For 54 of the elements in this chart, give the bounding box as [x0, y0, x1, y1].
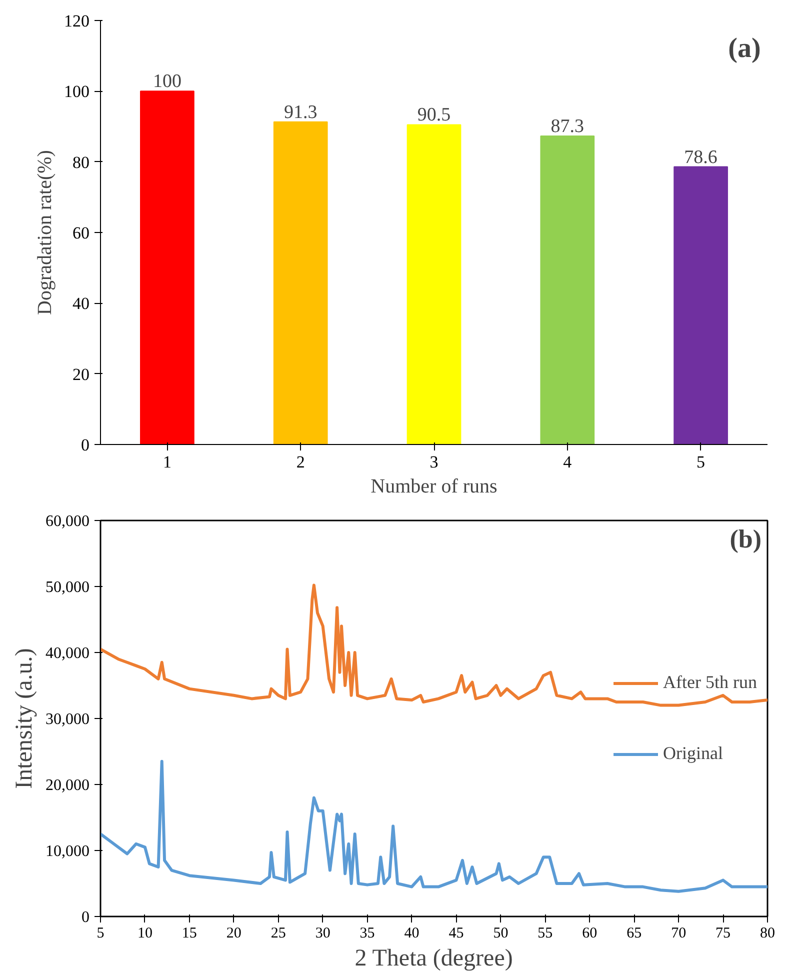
x-tick-label: 10 — [137, 926, 152, 942]
x-tick-label: 40 — [404, 926, 420, 942]
annotation: (a) — [728, 33, 761, 64]
x-tick-label: 15 — [182, 926, 197, 942]
x-tick-label: 65 — [626, 926, 642, 942]
legend-label: Original — [663, 743, 724, 764]
x-tick-label: 55 — [538, 926, 553, 942]
x-tick-label: 5 — [696, 452, 706, 472]
y-tick-label: 80 — [72, 152, 90, 172]
x-axis-title: 2 Theta (degree) — [354, 946, 513, 972]
bar — [540, 136, 595, 444]
y-tick-label: 60 — [72, 224, 90, 242]
y-tick-label: 120 — [64, 12, 90, 30]
x-tick-label: 35 — [360, 926, 375, 942]
x-tick-label: 50 — [493, 926, 508, 942]
y-tick-label: 0 — [81, 436, 90, 454]
y-tick-label: 10,000 — [46, 843, 90, 860]
x-tick-label: 3 — [430, 452, 438, 472]
x-tick-label: 80 — [760, 926, 775, 942]
annotation: (b) — [730, 524, 762, 554]
data-label: 78.6 — [684, 146, 718, 168]
data-label: 87.3 — [550, 116, 584, 138]
y-tick-label: 100 — [64, 82, 90, 102]
y-tick-label: 40 — [72, 294, 90, 314]
x-tick-label: 20 — [226, 926, 242, 942]
y-tick-label: 60,000 — [46, 513, 90, 530]
x-tick-label: 70 — [671, 926, 686, 942]
y-axis-title: Intensity (a.u.) — [12, 648, 38, 789]
data-label: 91.3 — [284, 102, 318, 123]
x-axis-title: Number of runs — [370, 476, 498, 498]
bar — [273, 121, 328, 444]
bar — [406, 124, 462, 444]
x-tick-label: 2 — [296, 452, 305, 472]
y-tick-label: 0 — [82, 909, 90, 926]
y-axis-title: Dogradation rate(%) — [34, 150, 56, 315]
legend-label: After 5th run — [663, 672, 757, 693]
x-tick-label: 75 — [716, 926, 731, 942]
x-tick-label: 25 — [270, 926, 286, 942]
x-tick-label: 60 — [582, 926, 598, 942]
data-label: 90.5 — [417, 104, 451, 126]
x-tick-label: 45 — [448, 926, 464, 942]
y-tick-label: 20,000 — [46, 777, 90, 794]
x-tick-label: 5 — [96, 926, 104, 942]
bar — [140, 90, 194, 444]
line-series — [100, 584, 768, 707]
x-tick-label: 30 — [315, 926, 330, 942]
bar — [674, 166, 728, 444]
y-tick-label: 50,000 — [46, 579, 90, 596]
y-tick-label: 40,000 — [46, 645, 90, 662]
x-tick-label: 1 — [162, 452, 172, 472]
x-tick-label: 4 — [563, 452, 572, 472]
y-tick-label: 20 — [72, 364, 90, 384]
y-tick-label: 30,000 — [46, 711, 90, 728]
data-label: 100 — [152, 71, 182, 92]
